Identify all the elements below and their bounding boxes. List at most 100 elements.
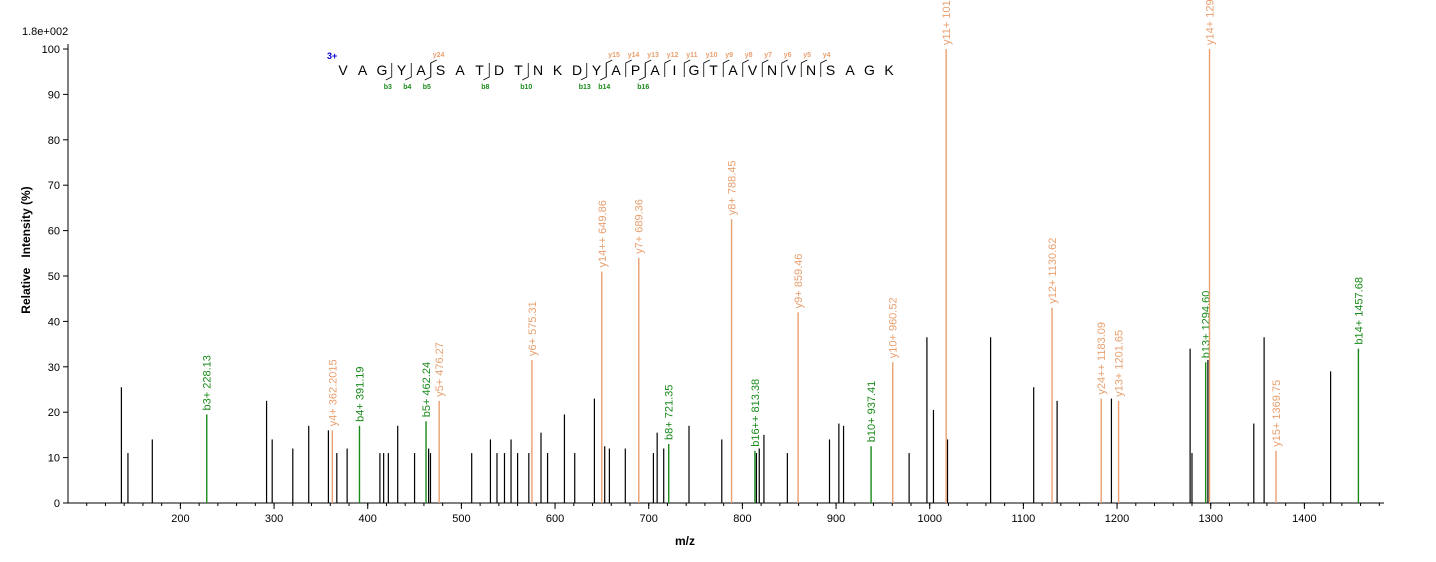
residue: P (631, 62, 640, 78)
x-tick-label: 1200 (1105, 513, 1129, 525)
peak-label: y8+ 788.45 (727, 161, 739, 216)
residue: A (650, 62, 660, 78)
residue: V (787, 62, 797, 78)
peak-label: b8+ 721.35 (664, 385, 676, 440)
peak-label: y13+ 1201.65 (1114, 330, 1126, 397)
y-ion-label: y7 (764, 52, 772, 59)
peak-label: y10+ 960.52 (888, 297, 900, 358)
y-tick-label: 50 (48, 271, 60, 283)
x-tick-label: 1100 (1012, 513, 1036, 525)
peak-label: y15+ 1369.75 (1271, 380, 1283, 447)
y-ion-label: y14 (628, 52, 640, 59)
peak-label: y6+ 575.31 (527, 301, 539, 356)
y-tick-label: 80 (48, 135, 60, 147)
x-tick-label: 400 (359, 513, 377, 525)
b-ion-label: b8 (481, 84, 489, 91)
residue: N (806, 62, 816, 78)
x-tick-label: 1300 (1198, 513, 1222, 525)
peak-label: y12+ 1130.62 (1047, 238, 1059, 304)
b-ion-bracket (483, 63, 490, 81)
residue: K (884, 62, 894, 78)
y-ion-label: y4 (823, 52, 831, 59)
y-ion-bracket (820, 59, 827, 77)
peak-label: b16++ 813.38 (750, 379, 762, 447)
b-ion-bracket (385, 63, 393, 81)
y-tick-label: 30 (48, 362, 60, 374)
residue: N (767, 62, 777, 78)
peak-label: y14+ 1298.72 (1205, 0, 1217, 45)
y-ion-bracket (664, 59, 671, 77)
residue: T (514, 62, 523, 78)
assigned-peaks: b3+ 228.13 y4+ 362.2015 b4+ 391.19 b5+ 462.… (202, 0, 1365, 503)
y-ion-bracket (761, 59, 769, 77)
y-ion-label: y9 (725, 52, 733, 59)
b-ion-bracket (639, 63, 646, 81)
residue: D (572, 62, 582, 78)
residue: Y (592, 62, 602, 78)
peak-label: y4+ 362.2015 (327, 359, 339, 426)
peak-label: b5+ 462.24 (421, 362, 433, 417)
y-ion-bracket (625, 59, 632, 77)
y-ion-bracket (722, 59, 730, 77)
y-ion-label: y10 (706, 52, 718, 59)
b-ion-label: b10 (520, 84, 532, 91)
x-tick-label: 300 (265, 513, 283, 525)
peak-label: b10+ 937.41 (866, 381, 878, 442)
y-axis-title: Relative Intensity (%) (19, 186, 33, 313)
y-tick-label: 40 (48, 316, 60, 328)
b-ion-label: b14 (598, 84, 610, 91)
residue: D (494, 62, 504, 78)
residue: S (436, 62, 445, 78)
residue: A (416, 62, 426, 78)
x-axis-title: m/z (675, 534, 695, 548)
peak-label: y11+ 1017.56 (941, 0, 953, 45)
residue: G (689, 62, 700, 78)
peak-label: y9+ 859.46 (793, 254, 805, 309)
peak-label: b3+ 228.13 (202, 355, 214, 410)
y-ion-bracket (800, 59, 808, 77)
b-ion-label: b5 (423, 84, 431, 91)
precursor-charge: 3+ (327, 51, 337, 61)
residue: V (748, 62, 758, 78)
residue: A (455, 62, 465, 78)
y-ion-label: y11 (686, 52, 697, 59)
b-ion-bracket (405, 63, 412, 81)
y-ion-label: y8 (745, 52, 753, 59)
residue: K (553, 62, 563, 78)
peak-label: y5+ 476.27 (434, 342, 446, 397)
peak-label: b4+ 391.19 (354, 366, 366, 421)
x-tick-label: 1000 (917, 513, 941, 525)
scale-label: 1.8e+002 (22, 26, 68, 38)
b-ion-label: b3 (384, 84, 392, 91)
residue: A (611, 62, 621, 78)
y-ion-label: y12 (667, 52, 679, 59)
b-ion-bracket (580, 63, 588, 81)
x-ticks: 200 300 400 500 600 700 800 900 1000 1100 1200 1300… (171, 503, 1317, 525)
y-ion-label: y24 (433, 52, 445, 59)
y-ion-label: y6 (784, 52, 792, 59)
residue: G (864, 62, 875, 78)
x-tick-label: 800 (733, 513, 751, 525)
residue: Y (397, 62, 407, 78)
residue: I (673, 62, 677, 78)
b-ion-label: b4 (403, 84, 411, 91)
x-tick-label: 700 (640, 513, 658, 525)
b-ion-bracket (424, 63, 432, 81)
peak-label: b14+ 1457.68 (1353, 277, 1365, 345)
y-ion-label: y5 (803, 52, 811, 59)
x-tick-label: 900 (827, 513, 845, 525)
x-tick-label: 1400 (1292, 513, 1316, 525)
residue: S (826, 62, 835, 78)
x-tick-label: 500 (452, 513, 470, 525)
residue: A (728, 62, 738, 78)
peak-label: y24++ 1183.09 (1096, 322, 1108, 395)
unassigned-peaks (120, 337, 1332, 503)
y-tick-label: 0 (54, 498, 60, 510)
b-ion-label: b16 (637, 84, 649, 91)
y-tick-label: 20 (48, 407, 60, 419)
peak-label: b13+ 1294.60 (1201, 291, 1213, 359)
y-tick-label: 100 (42, 44, 60, 56)
y-ion-label: y13 (647, 52, 659, 59)
